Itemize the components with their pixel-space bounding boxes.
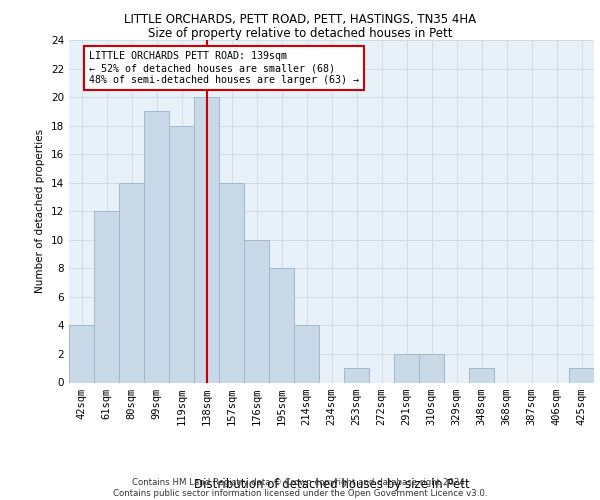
Bar (569, 368, 594, 382)
Bar (94, 211, 119, 382)
Text: Contains HM Land Registry data © Crown copyright and database right 2024.
Contai: Contains HM Land Registry data © Crown c… (113, 478, 487, 498)
Bar (394, 354, 419, 382)
Bar (269, 268, 294, 382)
Bar (144, 112, 169, 382)
Bar (194, 97, 219, 382)
Text: LITTLE ORCHARDS PETT ROAD: 139sqm
← 52% of detached houses are smaller (68)
48% : LITTLE ORCHARDS PETT ROAD: 139sqm ← 52% … (89, 52, 359, 84)
Text: LITTLE ORCHARDS, PETT ROAD, PETT, HASTINGS, TN35 4HA: LITTLE ORCHARDS, PETT ROAD, PETT, HASTIN… (124, 12, 476, 26)
Bar (469, 368, 494, 382)
Bar (419, 354, 444, 382)
X-axis label: Distribution of detached houses by size in Pett: Distribution of detached houses by size … (194, 478, 469, 490)
Bar (69, 326, 94, 382)
Bar (119, 182, 144, 382)
Bar (219, 182, 244, 382)
Text: Size of property relative to detached houses in Pett: Size of property relative to detached ho… (148, 28, 452, 40)
Bar (244, 240, 269, 382)
Bar (344, 368, 369, 382)
Bar (169, 126, 194, 382)
Y-axis label: Number of detached properties: Number of detached properties (35, 129, 46, 294)
Bar (294, 326, 319, 382)
